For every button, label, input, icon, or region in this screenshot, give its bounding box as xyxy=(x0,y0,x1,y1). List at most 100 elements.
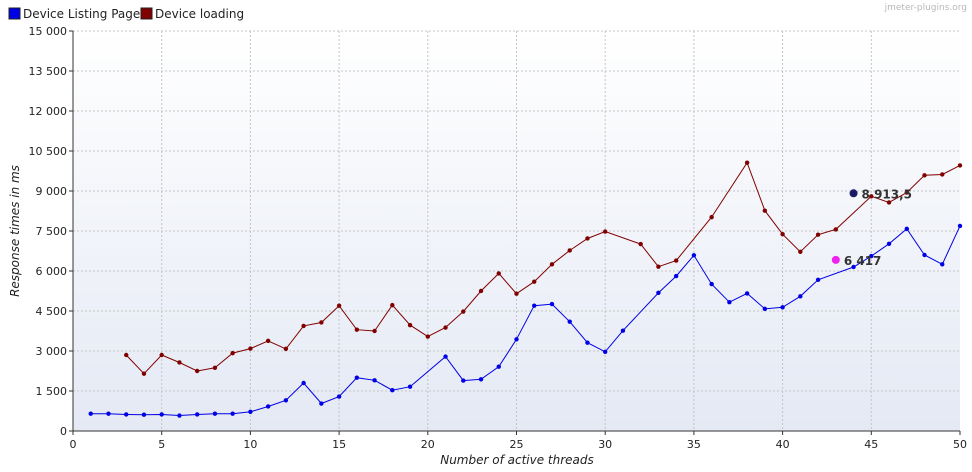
data-point xyxy=(141,412,147,417)
data-point xyxy=(656,290,661,296)
watermark: jmeter-plugins.org xyxy=(884,3,967,13)
data-point xyxy=(709,281,714,287)
data-point xyxy=(354,375,360,380)
x-tick-label: 40 xyxy=(776,438,790,451)
x-tick-label: 10 xyxy=(243,438,257,451)
data-point xyxy=(922,173,927,178)
data-point xyxy=(496,271,501,276)
data-point xyxy=(709,214,714,220)
x-tick-label: 0 xyxy=(70,438,77,451)
data-point xyxy=(567,319,572,324)
data-point xyxy=(673,258,679,263)
x-tick-label: 35 xyxy=(687,438,701,451)
data-point xyxy=(496,364,501,369)
x-tick-label: 50 xyxy=(953,438,967,451)
data-point xyxy=(585,340,590,345)
data-point xyxy=(532,303,537,308)
data-point xyxy=(194,368,200,374)
annotation-label: 6 417 xyxy=(844,254,882,268)
y-tick-label: 4 500 xyxy=(36,305,68,318)
data-point xyxy=(461,378,466,383)
data-point xyxy=(159,352,164,358)
data-point xyxy=(957,163,963,168)
annotation-label: 8 913,5 xyxy=(862,187,912,201)
annotation-marker xyxy=(831,255,840,264)
data-point xyxy=(603,229,608,234)
data-point xyxy=(478,377,484,382)
annotation-marker xyxy=(849,189,858,198)
data-point xyxy=(922,252,927,258)
data-point xyxy=(762,306,768,312)
y-tick-label: 15 000 xyxy=(29,25,68,38)
data-point xyxy=(514,337,519,342)
series-line xyxy=(125,161,961,375)
y-tick-label: 1 500 xyxy=(36,385,68,398)
data-point xyxy=(390,388,395,393)
y-tick-label: 12 000 xyxy=(29,105,68,118)
series-1 xyxy=(124,160,963,376)
x-tick-label: 15 xyxy=(332,438,346,451)
data-point xyxy=(549,262,555,267)
data-point xyxy=(727,300,732,305)
data-point xyxy=(372,328,377,334)
data-point xyxy=(301,323,306,329)
data-point xyxy=(567,248,572,253)
data-point xyxy=(106,411,111,416)
y-tick-label: 9 000 xyxy=(36,185,68,198)
data-point xyxy=(940,172,945,177)
x-tick-label: 5 xyxy=(158,438,165,451)
data-point xyxy=(638,241,643,247)
data-point xyxy=(620,328,626,333)
data-point xyxy=(656,264,661,269)
data-point xyxy=(177,360,182,365)
data-point xyxy=(532,279,537,284)
data-point xyxy=(124,412,129,417)
data-point xyxy=(780,305,785,310)
data-point xyxy=(336,303,342,308)
data-point xyxy=(283,398,289,403)
data-point xyxy=(425,334,430,339)
data-point xyxy=(283,346,289,352)
x-axis-title: Number of active threads xyxy=(440,453,594,467)
data-point xyxy=(319,401,324,406)
data-point xyxy=(815,232,821,237)
data-point xyxy=(514,291,519,296)
y-tick-label: 13 500 xyxy=(29,65,68,78)
data-point xyxy=(230,411,235,416)
x-tick-label: 30 xyxy=(598,438,612,451)
data-point xyxy=(319,320,324,325)
legend-label: Device loading xyxy=(155,7,244,21)
data-point xyxy=(159,412,164,417)
data-point xyxy=(390,302,395,308)
y-tick-label: 3 000 xyxy=(36,345,68,358)
data-point xyxy=(869,253,874,259)
data-point xyxy=(744,160,750,165)
data-point xyxy=(372,378,377,383)
legend-item-series-1[interactable]: Device loading xyxy=(140,7,244,21)
data-point xyxy=(212,411,218,416)
data-point xyxy=(780,232,785,237)
data-point xyxy=(461,309,466,314)
y-axis-title: Response times in ms xyxy=(8,165,22,297)
data-point xyxy=(886,241,892,246)
legend-item-series-0[interactable]: Device Listing Page xyxy=(8,7,140,21)
data-point xyxy=(798,294,803,299)
y-tick-label: 6 000 xyxy=(36,265,68,278)
data-point xyxy=(549,301,555,307)
data-point xyxy=(904,190,909,195)
data-point xyxy=(443,325,448,330)
data-point xyxy=(354,327,360,332)
data-point xyxy=(265,338,271,344)
data-point xyxy=(940,262,945,267)
data-point xyxy=(478,288,484,294)
legend-swatch xyxy=(8,7,21,20)
data-point xyxy=(336,394,342,399)
x-tick-label: 45 xyxy=(864,438,878,451)
data-point xyxy=(88,411,93,416)
series-0 xyxy=(88,223,963,418)
data-point xyxy=(585,236,590,241)
y-tick-label: 0 xyxy=(60,425,67,438)
data-point xyxy=(124,352,129,358)
